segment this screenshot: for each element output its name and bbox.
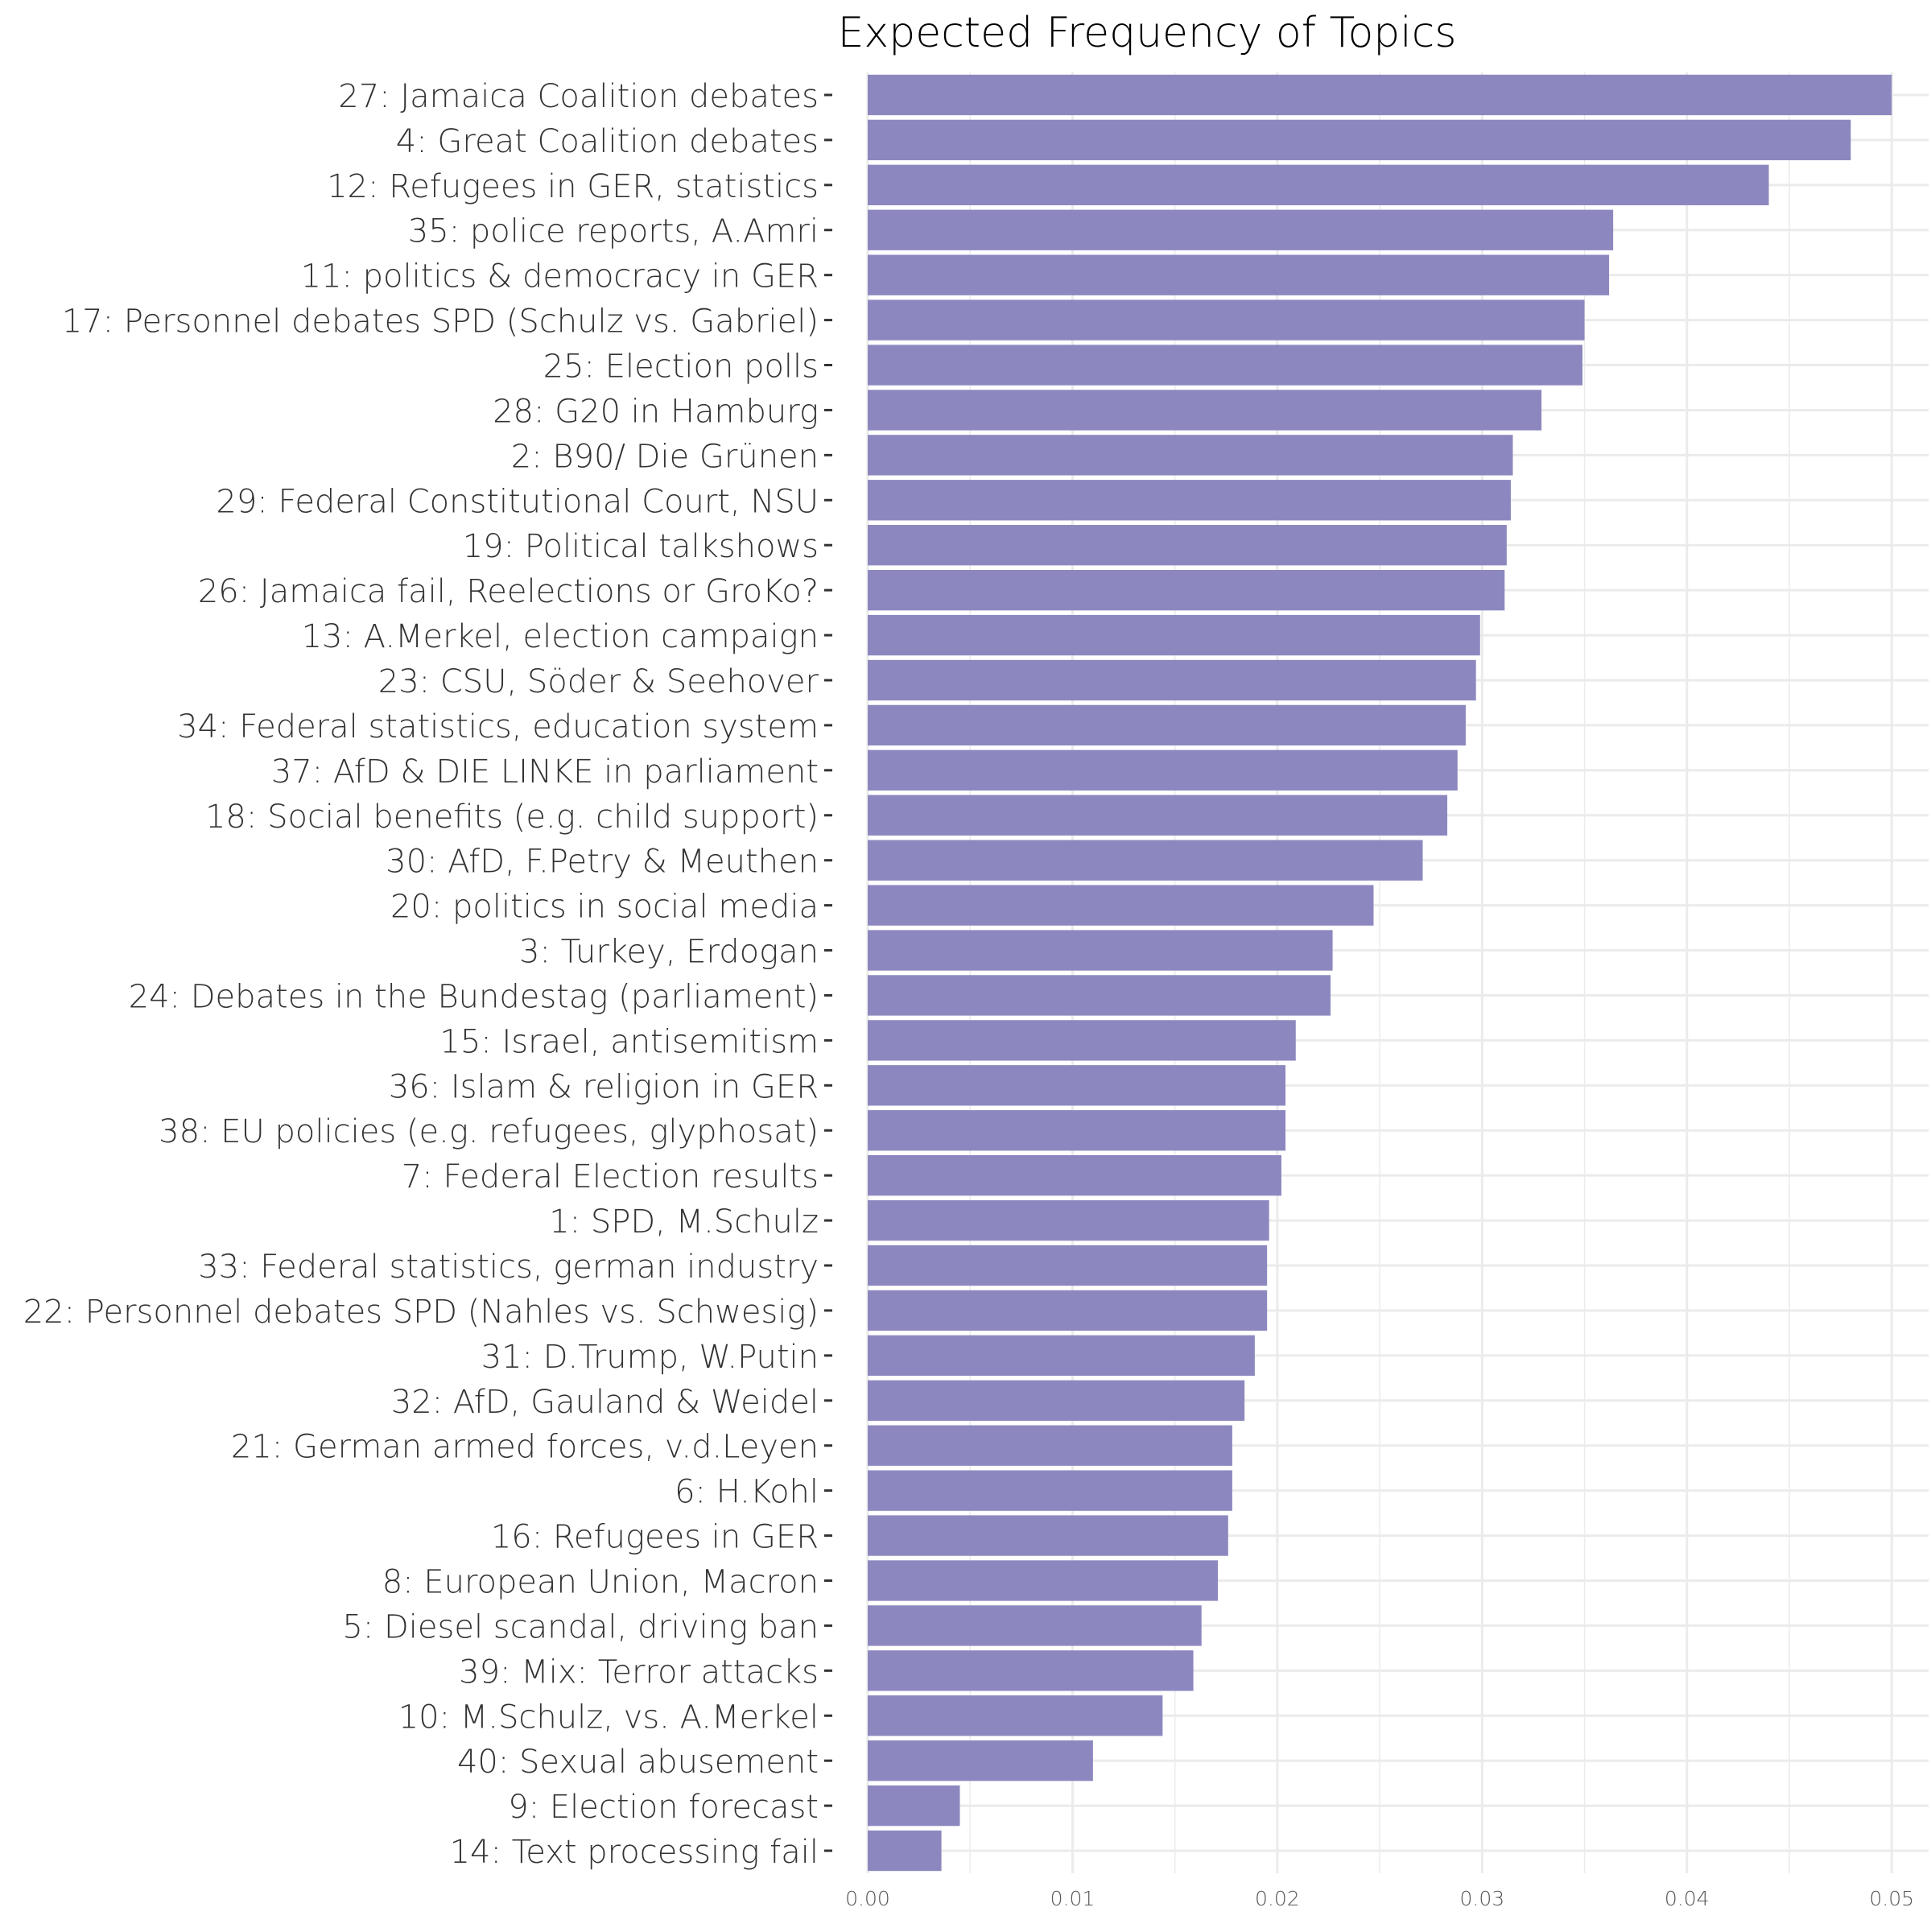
bar	[868, 975, 1331, 1016]
y-tick-label: 32: AfD, Gauland & Weidel	[391, 1384, 819, 1421]
bar	[868, 1695, 1163, 1736]
x-tick-label: 0.01	[1050, 1887, 1095, 1910]
bar	[868, 1199, 1269, 1241]
bars	[868, 74, 1892, 1872]
grid-lines	[866, 72, 1929, 1873]
x-tick-label: 0.02	[1255, 1887, 1300, 1910]
y-tick-label: 29: Federal Constitutional Court, NSU	[216, 483, 819, 520]
bar	[868, 1515, 1228, 1556]
y-tick-label: 25: Election polls	[543, 349, 819, 386]
bar	[868, 1065, 1286, 1106]
y-tick-label: 18: Social benefits (e.g. child support)	[205, 799, 819, 836]
bar	[868, 299, 1585, 341]
y-tick-label: 8: European Union, Macron	[382, 1563, 819, 1600]
bar	[868, 614, 1480, 656]
bar	[868, 1154, 1281, 1196]
y-tick-label: 20: politics in social media	[390, 889, 819, 926]
y-tick-label: 21: German armed forces, v.d.Leyen	[231, 1429, 819, 1466]
bar	[868, 1290, 1268, 1331]
y-tick-label: 34: Federal statistics, education system	[177, 708, 819, 745]
y-tick-label: 16: Refugees in GER	[491, 1519, 819, 1556]
y-tick-label: 3: Turkey, Erdogan	[519, 934, 819, 971]
y-tick-label: 37: AfD & DIE LINKE in parliament	[271, 753, 819, 791]
y-tick-label: 1: SPD, M.Schulz	[549, 1203, 819, 1241]
bar	[868, 1470, 1232, 1511]
x-tick-label: 0.03	[1459, 1887, 1504, 1910]
bar	[868, 1425, 1232, 1466]
bar	[868, 525, 1507, 566]
y-tick-label: 38: EU policies (e.g. refugees, glyphosa…	[159, 1113, 819, 1150]
bar	[868, 840, 1423, 881]
bar	[868, 254, 1610, 295]
bar	[868, 164, 1769, 205]
bar	[868, 1830, 942, 1872]
y-tick-label: 10: M.Schulz, vs. A.Merkel	[398, 1699, 819, 1736]
x-tick-label: 0.04	[1665, 1887, 1710, 1910]
y-tick-label: 30: AfD, F.Petry & Meuthen	[386, 844, 819, 881]
y-tick-label: 28: G20 in Hamburg	[493, 393, 819, 430]
y-tick-label: 27: Jamaica Coalition debates	[338, 78, 819, 115]
y-tick-label: 14: Text processing fail	[450, 1834, 819, 1871]
bar	[868, 435, 1513, 476]
y-tick-label: 22: Personnel debates SPD (Nahles vs. Sc…	[23, 1294, 819, 1331]
bar	[868, 209, 1614, 250]
y-tick-label: 4: Great Coalition debates	[396, 123, 819, 160]
bar	[868, 480, 1511, 521]
bar	[868, 1245, 1268, 1286]
y-tick-label: 19: Political talkshows	[463, 528, 819, 565]
y-tick-label: 35: police reports, A.Amri	[408, 213, 819, 250]
bar	[868, 1020, 1296, 1061]
x-tick-label: 0.00	[845, 1887, 890, 1910]
y-tick-label: 33: Federal statistics, german industry	[198, 1249, 819, 1286]
bar	[868, 390, 1542, 431]
bar	[868, 1740, 1093, 1781]
bar	[868, 1785, 960, 1827]
bar	[868, 885, 1374, 926]
bar	[868, 1560, 1219, 1601]
y-tick-label: 11: politics & democracy in GER	[301, 258, 819, 295]
y-tick-label: 24: Debates in the Bundestag (parliament…	[129, 978, 819, 1015]
y-axis-labels: 27: Jamaica Coalition debates 4: Great Co…	[23, 78, 832, 1871]
y-tick-label: 36: Islam & religion in GER	[389, 1068, 819, 1105]
y-tick-label: 9: Election forecast	[508, 1789, 819, 1826]
bar	[868, 1605, 1202, 1646]
bar	[868, 659, 1476, 701]
y-tick-label: 23: CSU, Söder & Seehover	[378, 663, 819, 700]
bar	[868, 1380, 1245, 1421]
y-tick-label: 39: Mix: Terror attacks	[459, 1653, 819, 1690]
x-tick-label: 0.05	[1869, 1887, 1914, 1910]
y-tick-label: 26: Jamaica fail, Reelections or GroKo?	[198, 573, 819, 610]
bar	[868, 749, 1458, 791]
bar	[868, 930, 1333, 971]
bar	[868, 1650, 1194, 1691]
bar	[868, 569, 1505, 611]
bar	[868, 1335, 1255, 1377]
y-tick-label: 40: Sexual abusement	[457, 1744, 819, 1781]
chart-title: Expected Frequency of Topics	[838, 9, 1457, 57]
y-tick-label: 7: Federal Election results	[402, 1158, 819, 1195]
y-tick-label: 2: B90/ Die Grünen	[511, 438, 819, 475]
y-tick-label: 12: Refugees in GER, statistics	[327, 168, 819, 205]
bar	[868, 74, 1892, 116]
y-tick-label: 13: A.Merkel, election campaign	[302, 618, 819, 655]
y-tick-label: 17: Personnel debates SPD (Schulz vs. Ga…	[62, 303, 819, 341]
y-tick-label: 31: D.Trump, W.Putin	[481, 1339, 819, 1376]
y-tick-label: 5: Diesel scandal, driving ban	[342, 1608, 819, 1645]
bar	[868, 119, 1851, 161]
y-tick-label: 15: Israel, antisemitism	[439, 1023, 819, 1060]
x-axis-labels: 0.00 0.01 0.02 0.03 0.04 0.05	[845, 1887, 1914, 1910]
bar	[868, 345, 1582, 386]
bar	[868, 704, 1466, 746]
y-tick-label: 6: H.Kohl	[675, 1474, 819, 1511]
bar	[868, 1110, 1286, 1151]
bar	[868, 795, 1448, 836]
